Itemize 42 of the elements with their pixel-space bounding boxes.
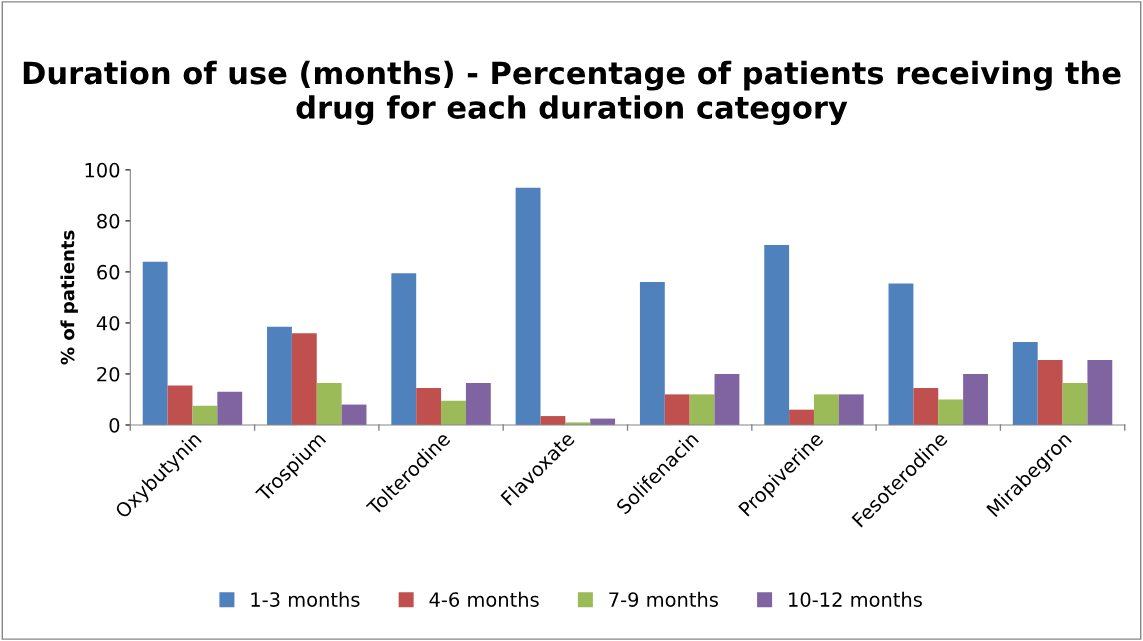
bar xyxy=(888,283,914,425)
bar xyxy=(391,273,417,425)
bar xyxy=(217,391,243,425)
y-tick-label: 100 xyxy=(85,162,120,178)
legend-label: 4-6 months xyxy=(429,591,539,607)
bar xyxy=(267,326,292,425)
bar xyxy=(764,245,790,425)
y-tick-label: 20 xyxy=(97,366,120,382)
bar xyxy=(1012,342,1038,425)
bar xyxy=(639,282,665,425)
bar xyxy=(316,382,342,425)
bar xyxy=(1087,359,1113,425)
bar xyxy=(838,394,864,425)
legend-label: 1-3 months xyxy=(251,591,360,607)
bar xyxy=(813,394,839,425)
legend-label: 10-12 months xyxy=(789,591,922,607)
bar xyxy=(540,416,566,425)
bar xyxy=(938,399,964,425)
y-tick-label: 0 xyxy=(109,417,120,433)
bar xyxy=(142,261,168,425)
y-tick-label: 80 xyxy=(97,213,120,229)
bar xyxy=(664,394,690,425)
y-tick-label: 40 xyxy=(96,315,120,331)
bar xyxy=(291,333,317,425)
y-axis-title: % of patients xyxy=(60,230,78,365)
bar xyxy=(913,387,939,425)
bar xyxy=(192,405,218,425)
bar xyxy=(416,387,442,425)
bar xyxy=(515,187,541,425)
bar xyxy=(963,373,988,425)
bar xyxy=(1062,382,1088,425)
chart-title: Duration of use (months) - Percentage of patients receiving the drug for each duration category xyxy=(23,60,1121,126)
bar xyxy=(1037,359,1063,425)
y-tick-label: 60 xyxy=(97,264,120,280)
legend-label: 7-9 months xyxy=(609,591,718,607)
bar xyxy=(689,394,715,425)
bar xyxy=(441,400,466,425)
bar xyxy=(465,382,491,425)
bar xyxy=(167,385,193,425)
bar xyxy=(789,409,814,425)
bar xyxy=(714,373,740,425)
bar xyxy=(341,404,367,425)
